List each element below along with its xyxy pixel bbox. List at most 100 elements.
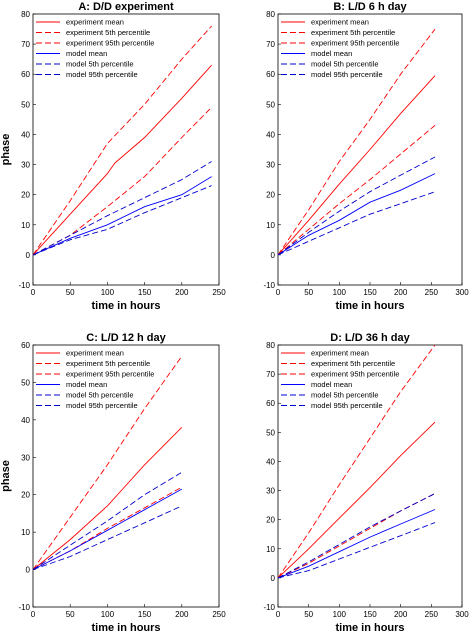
legend-label: model mean <box>66 49 107 58</box>
y-tick-label: 50 <box>21 100 30 109</box>
y-tick-label: 60 <box>21 341 30 350</box>
y-tick-label: 10 <box>21 528 30 537</box>
y-tick-label: 10 <box>266 545 275 554</box>
x-tick-label: 100 <box>333 288 347 297</box>
chart-panel-2: 0 50 100 150 200 250 300-1001020304050607080B:… <box>263 1 469 312</box>
legend-label: model 95th percentile <box>311 401 383 410</box>
chart-title: D: L/D 36 h day <box>330 332 410 344</box>
legend-label: model 5th percentile <box>66 391 134 400</box>
series-line-experiment-5th-percentile <box>277 125 436 256</box>
legend-label: experiment mean <box>311 349 369 358</box>
y-tick-label: 30 <box>21 453 30 462</box>
y-tick-label: 60 <box>266 399 275 408</box>
x-tick-label: 200 <box>175 288 189 297</box>
legend-label: model mean <box>66 380 107 389</box>
x-tick-label: 300 <box>455 288 469 297</box>
series-line-model-5th-percentile <box>277 191 436 256</box>
x-tick-label: 50 <box>304 610 313 619</box>
y-tick-label: 10 <box>266 221 275 230</box>
x-tick-label: 0 <box>31 610 36 619</box>
y-tick-label: 70 <box>266 370 275 379</box>
x-tick-label: 250 <box>425 610 439 619</box>
series-line-experiment-5th-percentile <box>32 486 183 571</box>
y-tick-label: 50 <box>21 378 30 387</box>
y-tick-label: 30 <box>266 487 275 496</box>
legend-label: model mean <box>311 380 352 389</box>
legend-label: model 5th percentile <box>311 391 379 400</box>
series-line-model-95th-percentile <box>277 493 436 579</box>
series-line-model-mean <box>32 176 212 256</box>
series-line-model-5th-percentile <box>32 185 212 256</box>
legend-label: experiment 5th percentile <box>66 28 150 37</box>
x-tick-label: 100 <box>101 288 115 297</box>
legend-label: model 95th percentile <box>311 70 383 79</box>
series-line-model-95th-percentile <box>277 156 436 256</box>
series-line-experiment-95th-percentile <box>277 28 436 256</box>
legend-label: model 5th percentile <box>66 60 134 69</box>
x-axis-label: time in hours <box>91 622 160 633</box>
y-tick-label: 0 <box>26 566 31 575</box>
legend-label: experiment mean <box>66 18 124 27</box>
y-tick-label: 20 <box>266 516 275 525</box>
legend-label: experiment 5th percentile <box>66 359 150 368</box>
plot-frame <box>32 344 220 608</box>
x-tick-label: 250 <box>212 610 226 619</box>
y-tick-label: -10 <box>18 603 30 612</box>
x-tick-label: 250 <box>212 288 226 297</box>
series-line-experiment-mean <box>32 426 183 570</box>
y-tick-label: 40 <box>266 130 275 139</box>
legend-label: model mean <box>311 49 352 58</box>
plot-frame <box>32 13 220 286</box>
x-tick-label: 200 <box>175 610 189 619</box>
x-tick-label: 150 <box>363 288 377 297</box>
legend-label: experiment 95th percentile <box>311 370 399 379</box>
legend-label: experiment mean <box>66 349 124 358</box>
y-tick-label: 70 <box>266 40 275 49</box>
y-tick-label: 30 <box>21 161 30 170</box>
y-tick-label: 60 <box>21 70 30 79</box>
series-line-model-mean <box>32 488 183 571</box>
legend-label: experiment 5th percentile <box>311 359 395 368</box>
x-tick-label: 50 <box>66 610 75 619</box>
y-tick-label: 80 <box>266 341 275 350</box>
x-tick-label: 150 <box>138 288 152 297</box>
legend-label: experiment 95th percentile <box>311 39 399 48</box>
series-line-model-5th-percentile <box>277 522 436 579</box>
y-tick-label: -10 <box>263 281 275 290</box>
series-line-model-mean <box>277 173 436 256</box>
x-tick-label: 0 <box>276 610 281 619</box>
y-tick-label: -10 <box>18 281 30 290</box>
y-tick-label: 80 <box>266 10 275 19</box>
x-tick-label: 50 <box>66 288 75 297</box>
y-tick-label: 0 <box>26 251 31 260</box>
legend-label: experiment 95th percentile <box>66 370 154 379</box>
chart-panel-4: 0 50 100 150 200 250 300-1001020304050607080D:… <box>263 332 469 633</box>
series-line-experiment-mean <box>277 421 436 579</box>
x-tick-label: 200 <box>394 288 408 297</box>
y-tick-label: 0 <box>271 574 276 583</box>
chart-title: B: L/D 6 h day <box>333 1 407 13</box>
x-tick-label: 100 <box>333 610 347 619</box>
series-line-experiment-95th-percentile <box>32 25 212 256</box>
y-tick-label: 60 <box>266 70 275 79</box>
series-line-experiment-mean <box>32 64 212 256</box>
y-tick-label: 40 <box>21 130 30 139</box>
y-tick-label: 10 <box>21 221 30 230</box>
x-axis-label: time in hours <box>335 300 404 312</box>
x-tick-label: 50 <box>304 288 313 297</box>
x-tick-label: 250 <box>425 288 439 297</box>
legend-label: experiment mean <box>311 18 369 27</box>
series-line-experiment-5th-percentile <box>32 106 212 256</box>
y-tick-label: 50 <box>266 428 275 437</box>
y-tick-label: 30 <box>266 161 275 170</box>
series-line-model-mean <box>277 509 436 579</box>
y-axis-label: phase <box>0 460 12 492</box>
chart-title: A: D/D experiment <box>78 1 174 13</box>
series-line-model-95th-percentile <box>32 161 212 256</box>
y-tick-label: -10 <box>263 603 275 612</box>
y-tick-label: 20 <box>21 191 30 200</box>
y-tick-label: 40 <box>266 457 275 466</box>
